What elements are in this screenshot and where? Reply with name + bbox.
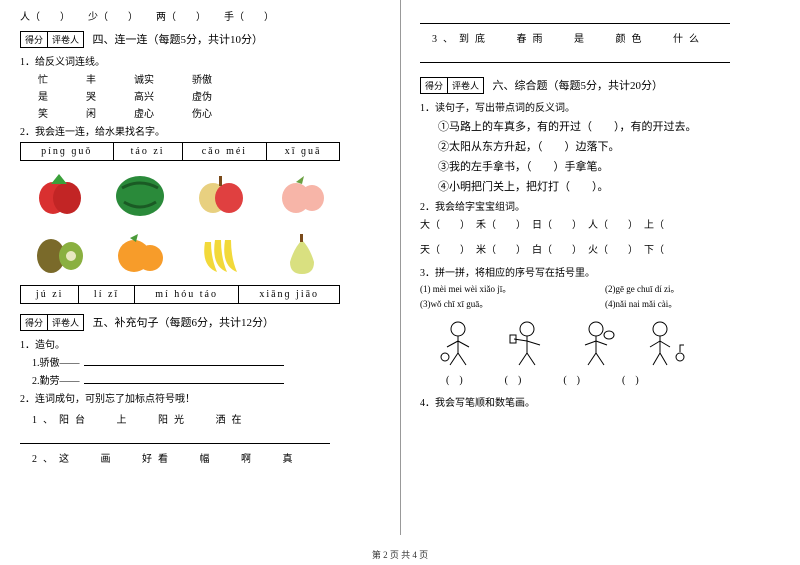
pair-row: 是哭高兴虚伪 — [38, 88, 380, 103]
grader-label: 评卷人 — [448, 78, 483, 93]
char: 人 — [20, 12, 30, 23]
q6-1: 1．读句子，写出带点词的反义词。 — [420, 99, 780, 114]
person-icon — [568, 314, 623, 369]
pinyin-item: (4)nǎi nai mǎi cài。 — [605, 297, 780, 310]
char-row: 天（ ） 米（ ） 白（ ） 火（ ） 下（ — [420, 241, 780, 256]
fill-line — [84, 373, 284, 384]
person-icon — [430, 314, 485, 369]
paren: （ ） — [98, 12, 138, 23]
pinyin-item: (2)gē ge chuī dí zi。 — [605, 282, 780, 295]
fill-line — [84, 355, 284, 366]
pinyin-cell: pínɡ ɡuǒ — [21, 143, 114, 161]
pinyin-cell: jú zi — [21, 286, 79, 304]
fruit-grid — [20, 165, 340, 281]
pinyin-item: (1) mèi mei wèi xiǎo jī。 — [420, 282, 595, 295]
right-column: 3、到底 春雨 是 颜色 什么 得分 评卷人 六、综合题（每题5分，共计20分）… — [400, 0, 800, 565]
q6-4: 4．我会写笔顺和数笔画。 — [420, 394, 780, 409]
score-label: 得分 — [421, 78, 448, 93]
item: ④小明把门关上，把灯打（ ）。 — [438, 178, 780, 194]
pinyin-grid: (1) mèi mei wèi xiǎo jī。 (2)gē ge chuī d… — [420, 282, 780, 310]
pair-row: 笑闲虚心伤心 — [38, 105, 380, 120]
fruit-kiwi — [20, 225, 97, 281]
section-5-title: 五、补充句子（每题6分，共计12分） — [93, 317, 275, 329]
paren: （ ） — [30, 12, 70, 23]
grader-label: 评卷人 — [48, 315, 83, 330]
pinyin-cell: xiānɡ jiāo — [239, 286, 340, 304]
pair-row: 忙丰诚实骄傲 — [38, 71, 380, 86]
section-4-title: 四、连一连（每题5分，共计10分） — [93, 34, 264, 46]
q4-1: 1．给反义词连线。 — [20, 53, 380, 68]
fruit-apple — [182, 165, 259, 221]
item: 1.骄傲—— — [32, 358, 80, 369]
fruit-pear — [263, 225, 340, 281]
score-box: 得分 评卷人 — [20, 31, 84, 48]
pinyin-cell: xī ɡuā — [267, 143, 340, 161]
person-icon — [637, 314, 692, 369]
score-box: 得分 评卷人 — [20, 314, 84, 331]
grader-label: 评卷人 — [48, 32, 83, 47]
left-column: 人（ ） 少（ ） 两（ ） 手（ ） 得分 评卷人 四、连一连（每题5分，共计… — [0, 0, 400, 565]
q5-1: 1．造句。 — [20, 336, 380, 351]
q5-2: 2．连词成句，可别忘了加标点符号哦！ — [20, 390, 380, 405]
person-row — [430, 314, 780, 369]
section-6-title: 六、综合题（每题5分，共计20分） — [493, 80, 664, 92]
q6-2: 2．我会给字宝宝组词。 — [420, 198, 780, 213]
page-footer: 第 2 页 共 4 页 — [0, 548, 800, 561]
q6-3: 3．拼一拼，将相应的序号写在括号里。 — [420, 264, 780, 279]
item: ②太阳从东方升起，（ ）边落下。 — [438, 138, 780, 154]
top-char-row: 人（ ） 少（ ） 两（ ） 手（ ） — [20, 8, 380, 23]
item: 2.勤劳—— — [32, 376, 80, 387]
char-row: 大（ ） 禾（ ） 日（ ） 人（ ） 上（ — [420, 216, 780, 231]
score-label: 得分 — [21, 32, 48, 47]
pinyin-cell: lí zǐ — [79, 286, 134, 304]
paren-row: ( ) ( ) ( ) ( ) — [446, 371, 780, 386]
pinyin-cell: cǎo méi — [182, 143, 267, 161]
paren: （ ） — [166, 12, 206, 23]
score-label: 得分 — [21, 315, 48, 330]
pinyin-item: (3)wǒ chī xī guā。 — [420, 297, 595, 310]
score-box: 得分 评卷人 — [420, 77, 484, 94]
fruit-watermelon — [101, 165, 178, 221]
answer-line — [420, 12, 730, 24]
person-icon — [499, 314, 554, 369]
pinyin-top-table: pínɡ ɡuǒ táo zi cǎo méi xī ɡuā — [20, 142, 340, 161]
char: 手 — [224, 12, 234, 23]
fruit-peach — [263, 165, 340, 221]
fruit-banana — [182, 225, 259, 281]
char: 少 — [88, 12, 98, 23]
pinyin-bottom-table: jú zi lí zǐ mí hóu táo xiānɡ jiāo — [20, 285, 340, 304]
item: ③我的左手拿书，（ ）手拿笔。 — [438, 158, 780, 174]
paren: （ ） — [234, 12, 274, 23]
answer-line — [420, 51, 730, 63]
pinyin-cell: táo zi — [113, 143, 182, 161]
fruit-orange — [101, 225, 178, 281]
fruit-strawberry — [20, 165, 97, 221]
item: ①马路上的车真多，有的开过（ ），有的开过去。 — [438, 118, 780, 134]
char: 两 — [156, 12, 166, 23]
q4-2: 2．我会连一连，给水果找名字。 — [20, 123, 380, 138]
answer-line — [20, 432, 330, 444]
pinyin-cell: mí hóu táo — [134, 286, 239, 304]
